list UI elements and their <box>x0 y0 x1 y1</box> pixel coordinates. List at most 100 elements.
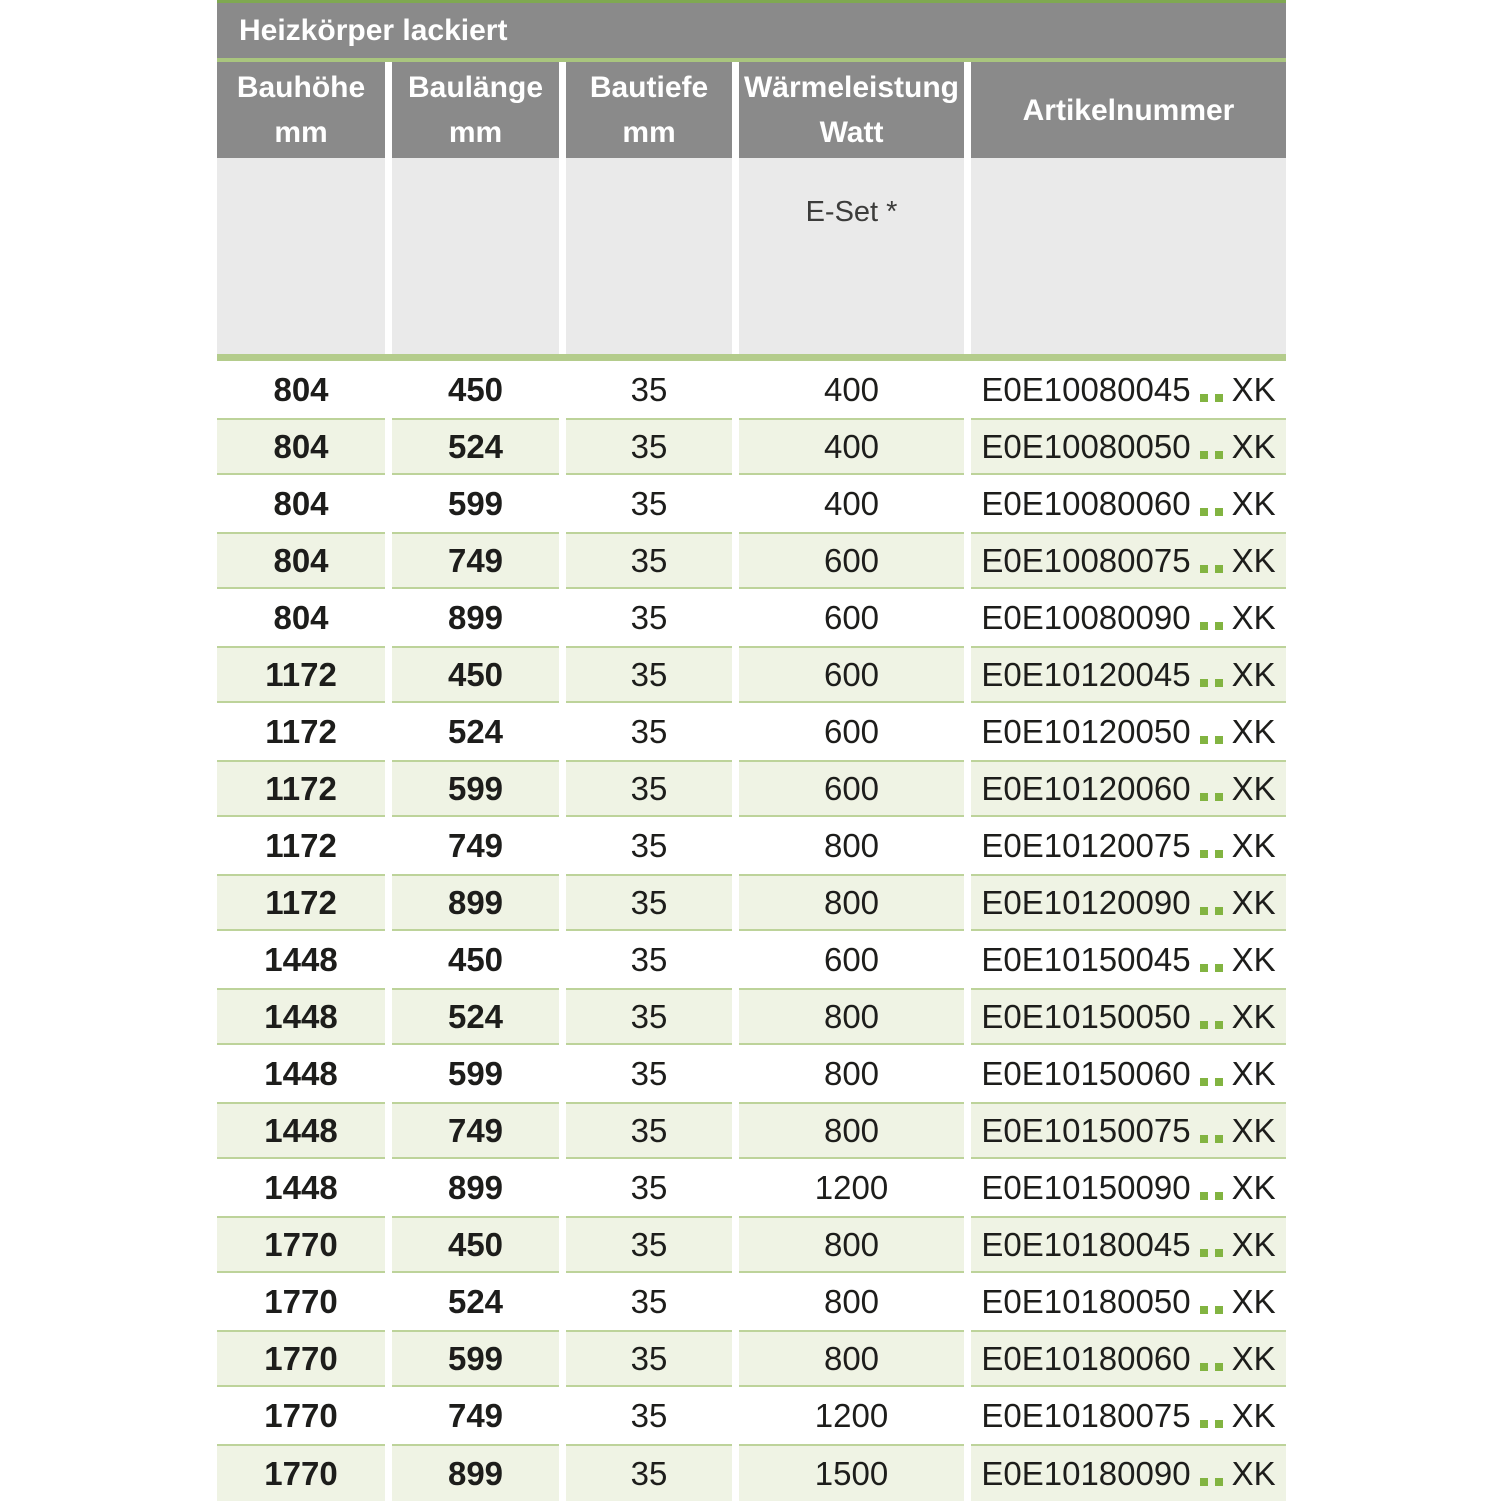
cell-bautiefe-value: 35 <box>630 484 668 522</box>
green-dot-icon <box>1199 450 1208 459</box>
green-dot-icon <box>1199 507 1208 516</box>
artikel-suffix: XK <box>1231 598 1276 636</box>
green-dot-icon <box>1199 906 1208 915</box>
cell-artikelnummer-value: E0E10150050 <box>981 997 1191 1035</box>
artikel-suffix: XK <box>1231 655 1276 693</box>
green-dot-icon <box>1199 393 1208 402</box>
green-dot-icon <box>1214 849 1223 858</box>
cell-artikelnummer-value: E0E10120075 <box>981 826 1191 864</box>
green-dot-icon <box>1214 621 1223 630</box>
cell-bauhoehe-value: 1770 <box>264 1339 338 1377</box>
table-row: 1770 749 35 1200 E0E10180075 XK <box>217 1387 1286 1444</box>
cell-bautiefe-value: 35 <box>630 1111 668 1149</box>
cell-baulaenge-value: 899 <box>447 1454 504 1492</box>
column-label: Wärmeleistung <box>743 71 960 104</box>
cell-artikelnummer: E0E10180050 XK <box>971 1273 1286 1330</box>
cell-waermeleistung: 800 <box>739 1045 964 1102</box>
cell-bautiefe: 35 <box>566 646 732 703</box>
cell-bauhoehe: 1448 <box>217 988 385 1045</box>
cell-artikelnummer-value: E0E10150090 <box>981 1168 1191 1206</box>
cell-waermeleistung: 1200 <box>739 1159 964 1216</box>
green-dot-icon <box>1214 507 1223 516</box>
green-dot-icon <box>1199 1134 1208 1143</box>
cell-baulaenge: 749 <box>392 817 559 874</box>
color-code-placeholder-dots-icon <box>1199 1191 1223 1200</box>
table-row: 1172 599 35 600 E0E10120060 XK <box>217 760 1286 817</box>
cell-bautiefe-value: 35 <box>630 712 668 750</box>
cell-waermeleistung-value: 600 <box>823 940 880 978</box>
green-dot-icon <box>1214 1419 1223 1428</box>
cell-bauhoehe: 1172 <box>217 646 385 703</box>
artikel-suffix: XK <box>1231 1054 1276 1092</box>
green-dot-icon <box>1199 735 1208 744</box>
cell-bautiefe: 35 <box>566 1216 732 1273</box>
green-dot-icon <box>1199 963 1208 972</box>
cell-waermeleistung-value: 800 <box>823 1054 880 1092</box>
cell-bauhoehe: 804 <box>217 361 385 418</box>
artikel-suffix: XK <box>1231 1282 1276 1320</box>
artikel-suffix: XK <box>1231 883 1276 921</box>
cell-artikelnummer-value: E0E10150075 <box>981 1111 1191 1149</box>
green-dot-icon <box>1214 1248 1223 1257</box>
cell-waermeleistung: 600 <box>739 646 964 703</box>
cell-bauhoehe: 1172 <box>217 874 385 931</box>
green-dot-icon <box>1199 1248 1208 1257</box>
cell-bautiefe: 35 <box>566 1102 732 1159</box>
color-code-placeholder-dots-icon <box>1199 1020 1223 1029</box>
cell-waermeleistung: 600 <box>739 703 964 760</box>
cell-baulaenge-value: 450 <box>447 370 504 408</box>
color-code-placeholder-dots-icon <box>1199 1077 1223 1086</box>
color-code-placeholder-dots-icon <box>1199 450 1223 459</box>
subheader-cell-baulaenge <box>392 158 559 354</box>
green-dot-icon <box>1214 1077 1223 1086</box>
table-row: 804 899 35 600 E0E10080090 XK <box>217 589 1286 646</box>
column-header-row: Bauhöhe mm Baulänge mm Bautiefe mm Wärme… <box>217 62 1286 158</box>
cell-bauhoehe-value: 1770 <box>264 1282 338 1320</box>
cell-bauhoehe: 1172 <box>217 760 385 817</box>
green-dot-icon <box>1199 1020 1208 1029</box>
table-title-banner: Heizkörper lackiert <box>217 3 1286 58</box>
cell-artikelnummer: E0E10080045 XK <box>971 361 1286 418</box>
product-table: Heizkörper lackiert Bauhöhe mm Baulänge … <box>217 0 1286 1501</box>
cell-bautiefe: 35 <box>566 361 732 418</box>
color-code-placeholder-dots-icon <box>1199 735 1223 744</box>
cell-bautiefe: 35 <box>566 418 732 475</box>
cell-bauhoehe: 1172 <box>217 703 385 760</box>
cell-baulaenge-value: 524 <box>447 997 504 1035</box>
artikel-suffix: XK <box>1231 997 1276 1035</box>
cell-bauhoehe: 804 <box>217 532 385 589</box>
cell-bautiefe-value: 35 <box>630 1396 668 1434</box>
cell-waermeleistung-value: 1200 <box>814 1168 889 1206</box>
cell-artikelnummer-value: E0E10120050 <box>981 712 1191 750</box>
cell-bauhoehe: 1770 <box>217 1444 385 1501</box>
cell-artikelnummer: E0E10080090 XK <box>971 589 1286 646</box>
green-dot-icon <box>1199 1419 1208 1428</box>
table-row: 1172 749 35 800 E0E10120075 XK <box>217 817 1286 874</box>
cell-artikelnummer-value: E0E10150060 <box>981 1054 1191 1092</box>
color-code-placeholder-dots-icon <box>1199 849 1223 858</box>
green-dot-icon <box>1214 564 1223 573</box>
cell-bauhoehe-value: 804 <box>273 541 329 579</box>
cell-bautiefe-value: 35 <box>630 1168 668 1206</box>
green-dot-icon <box>1214 1362 1223 1371</box>
cell-bautiefe-value: 35 <box>630 1225 668 1263</box>
table-top-border <box>217 0 1286 3</box>
color-code-placeholder-dots-icon <box>1199 1477 1223 1486</box>
cell-baulaenge: 450 <box>392 1216 559 1273</box>
cell-waermeleistung-value: 800 <box>823 1111 880 1149</box>
cell-bautiefe-value: 35 <box>630 541 668 579</box>
cell-waermeleistung: 1500 <box>739 1444 964 1501</box>
cell-bauhoehe: 1770 <box>217 1330 385 1387</box>
column-label: Bauhöhe <box>236 71 366 104</box>
color-code-placeholder-dots-icon <box>1199 621 1223 630</box>
column-header-waermeleistung: Wärmeleistung Watt <box>739 62 964 158</box>
table-row: 1448 599 35 800 E0E10150060 XK <box>217 1045 1286 1102</box>
green-dot-icon <box>1214 1020 1223 1029</box>
cell-baulaenge: 524 <box>392 988 559 1045</box>
cell-artikelnummer-value: E0E10080050 <box>981 427 1191 465</box>
cell-artikelnummer: E0E10150090 XK <box>971 1159 1286 1216</box>
cell-baulaenge: 599 <box>392 475 559 532</box>
table-rows: 804 450 35 400 E0E10080045 XK 804 524 35 400 E0E10… <box>217 361 1286 1501</box>
cell-bauhoehe-value: 1448 <box>264 1111 338 1149</box>
cell-waermeleistung-value: 1500 <box>814 1454 889 1492</box>
